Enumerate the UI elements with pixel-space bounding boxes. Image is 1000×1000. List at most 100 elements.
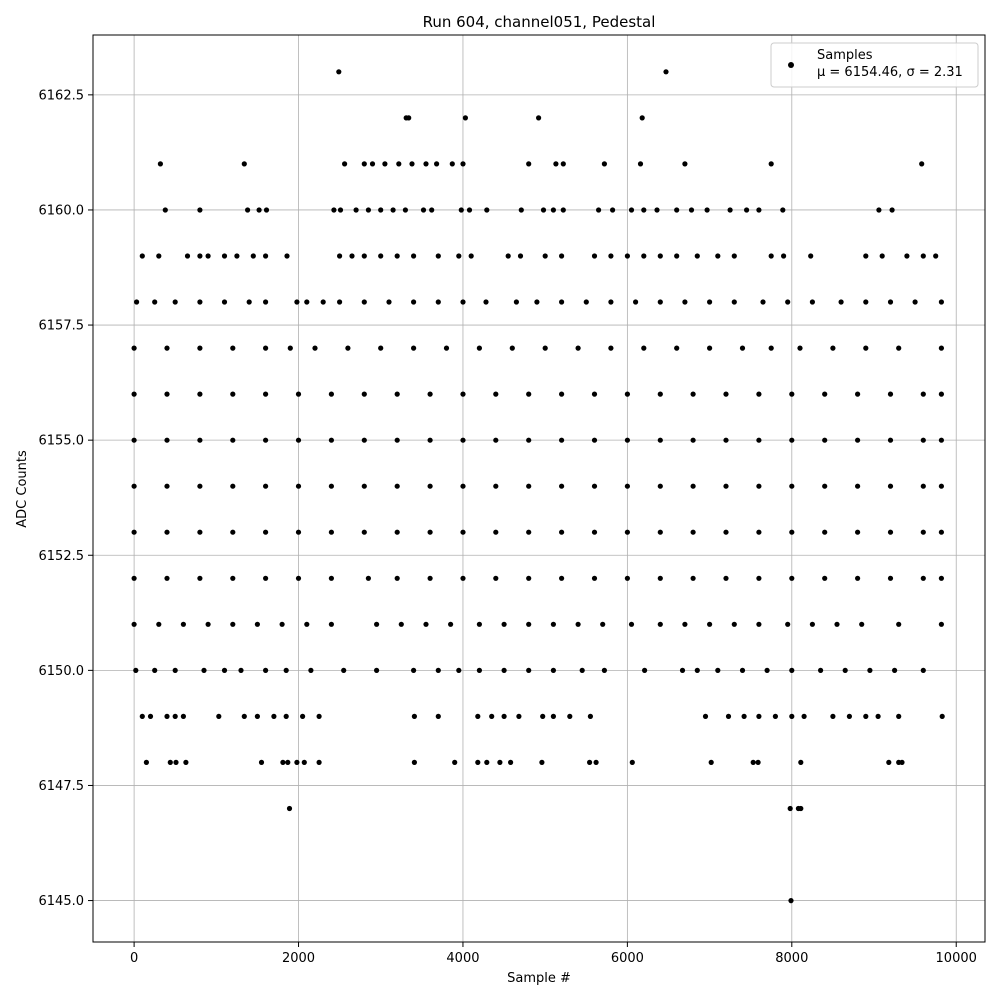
data-point xyxy=(526,667,532,674)
data-point xyxy=(789,713,795,720)
data-point xyxy=(460,437,466,443)
data-point xyxy=(756,621,762,627)
data-point xyxy=(608,253,614,259)
data-point xyxy=(768,345,774,351)
data-point xyxy=(131,621,137,627)
data-point xyxy=(920,391,926,397)
data-point xyxy=(246,299,252,305)
data-point xyxy=(493,391,499,397)
data-point xyxy=(789,667,795,674)
data-point xyxy=(702,713,709,720)
data-point xyxy=(822,575,828,581)
data-point xyxy=(361,161,367,167)
data-point xyxy=(361,529,367,535)
data-point xyxy=(559,253,565,259)
data-point xyxy=(456,253,462,259)
data-point xyxy=(230,483,236,489)
y-tick-label: 6157.5 xyxy=(39,319,85,334)
data-point xyxy=(859,621,865,627)
data-point xyxy=(458,207,464,213)
data-point xyxy=(863,299,869,305)
data-point xyxy=(830,345,836,351)
data-point xyxy=(435,253,441,259)
data-point xyxy=(245,207,251,213)
data-point xyxy=(466,207,473,213)
data-point xyxy=(601,161,608,167)
data-point xyxy=(254,621,260,627)
data-point xyxy=(263,391,269,397)
data-point xyxy=(657,483,663,489)
data-point xyxy=(723,575,729,581)
data-point xyxy=(938,575,945,581)
data-point xyxy=(131,437,137,443)
data-point xyxy=(591,483,598,489)
data-point xyxy=(197,575,203,581)
data-point xyxy=(493,437,499,443)
data-point xyxy=(690,391,696,397)
data-point xyxy=(708,759,714,766)
data-point xyxy=(739,345,746,351)
data-point xyxy=(349,253,355,259)
data-point xyxy=(501,713,507,720)
data-point xyxy=(133,667,139,674)
data-point xyxy=(172,667,178,674)
data-point xyxy=(855,391,861,397)
data-point xyxy=(674,253,680,259)
data-point xyxy=(875,713,881,720)
data-point xyxy=(164,713,170,720)
data-point xyxy=(513,299,520,305)
data-point xyxy=(279,621,285,627)
data-point xyxy=(938,483,945,489)
data-point xyxy=(846,713,853,720)
data-point xyxy=(429,207,435,213)
data-point xyxy=(460,529,466,535)
x-tick-label: 4000 xyxy=(446,951,479,966)
data-point xyxy=(540,713,546,720)
data-point xyxy=(396,161,402,167)
data-point xyxy=(250,253,256,259)
data-point xyxy=(682,299,688,305)
data-point xyxy=(575,621,581,627)
data-point xyxy=(164,437,170,443)
data-point xyxy=(434,161,440,167)
data-point xyxy=(390,207,396,213)
data-point xyxy=(131,391,137,397)
data-point xyxy=(731,253,737,259)
data-point xyxy=(628,621,635,627)
data-point xyxy=(301,759,307,766)
data-point xyxy=(501,621,507,627)
data-point xyxy=(920,667,926,674)
data-point xyxy=(230,575,236,581)
data-point xyxy=(628,207,635,213)
data-point xyxy=(855,437,861,443)
data-point xyxy=(591,437,598,443)
data-point xyxy=(760,299,766,305)
data-point xyxy=(809,299,816,305)
data-point xyxy=(657,575,663,581)
data-point xyxy=(427,483,433,489)
data-point xyxy=(475,759,481,766)
data-point xyxy=(756,483,762,489)
data-point xyxy=(411,299,417,305)
data-point xyxy=(365,207,371,213)
data-point xyxy=(254,713,260,720)
data-point xyxy=(365,575,371,581)
data-point xyxy=(180,713,186,720)
data-point xyxy=(756,437,762,443)
data-point xyxy=(887,575,894,581)
data-point xyxy=(312,345,318,351)
data-point xyxy=(197,345,203,351)
data-point xyxy=(624,575,631,581)
data-point xyxy=(411,713,417,720)
data-point xyxy=(593,759,599,766)
data-point xyxy=(539,759,545,766)
data-point xyxy=(197,529,203,535)
data-point xyxy=(624,529,631,535)
data-point xyxy=(489,713,495,720)
data-point xyxy=(887,391,894,397)
data-point xyxy=(560,207,566,213)
y-tick-label: 6145.0 xyxy=(39,894,85,909)
data-point xyxy=(435,667,441,674)
data-point xyxy=(657,253,663,259)
